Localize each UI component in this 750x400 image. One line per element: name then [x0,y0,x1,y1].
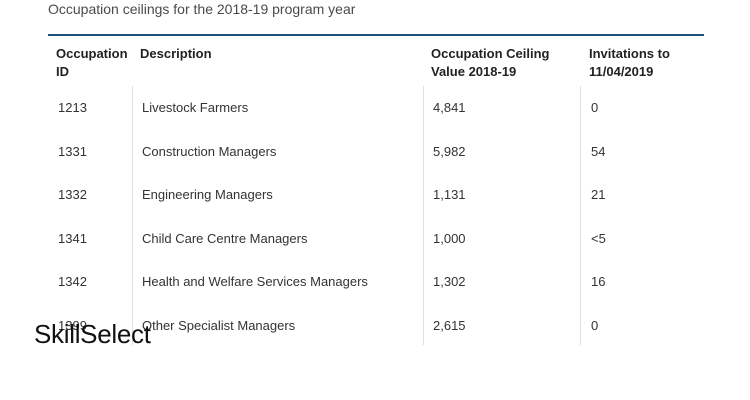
cell-invitations: 0 [591,317,599,333]
table-row: 1341 Child Care Centre Managers 1,000 <5 [48,217,704,261]
column-divider [132,86,133,345]
table-body: 1213 Livestock Farmers 4,841 0 1331 Cons… [48,86,704,347]
table-row: 1331 Construction Managers 5,982 54 [48,130,704,174]
cell-occupation-id: 1331 [58,143,87,159]
cell-ceiling-value: 5,982 [433,143,466,159]
cell-description: Construction Managers [142,143,277,159]
cell-occupation-id: 1342 [58,274,87,290]
cell-invitations: 54 [591,143,606,159]
cell-description: Other Specialist Managers [142,317,296,333]
occupation-ceilings-table: Occupation ID Description Occupation Cei… [48,34,704,347]
cell-invitations: 0 [591,100,599,116]
table-header-row: Occupation ID Description Occupation Cei… [48,36,704,86]
column-divider [580,86,581,345]
cell-description: Health and Welfare Services Managers [142,274,368,290]
cell-occupation-id: 1399 [58,317,87,333]
cell-occupation-id: 1341 [58,230,87,246]
cell-invitations: 16 [591,274,606,290]
header-ceiling-value: Occupation Ceiling Value 2018-19 [431,46,550,79]
header-occupation-id: Occupation ID [56,46,128,79]
header-invitations: Invitations to 11/04/2019 [589,46,670,79]
cell-description: Child Care Centre Managers [142,230,308,246]
column-divider [423,86,424,345]
header-description: Description [140,46,212,61]
cell-invitations: <5 [591,230,606,246]
cell-ceiling-value: 1,000 [433,230,466,246]
table-row: 1342 Health and Welfare Services Manager… [48,260,704,304]
cell-ceiling-value: 4,841 [433,100,466,116]
table-caption: Occupation ceilings for the 2018-19 prog… [48,1,356,17]
table-row: 1213 Livestock Farmers 4,841 0 [48,86,704,130]
cell-description: Engineering Managers [142,187,273,203]
cell-ceiling-value: 1,302 [433,274,466,290]
cell-description: Livestock Farmers [142,100,249,116]
table-row: 1399 Other Specialist Managers 2,615 0 [48,304,704,348]
table-row: 1332 Engineering Managers 1,131 21 [48,173,704,217]
cell-occupation-id: 1332 [58,187,87,203]
cell-ceiling-value: 1,131 [433,187,466,203]
skillselect-watermark: SkillSelect [34,319,151,349]
cell-occupation-id: 1213 [58,100,87,116]
cell-ceiling-value: 2,615 [433,317,466,333]
cell-invitations: 21 [591,187,606,203]
